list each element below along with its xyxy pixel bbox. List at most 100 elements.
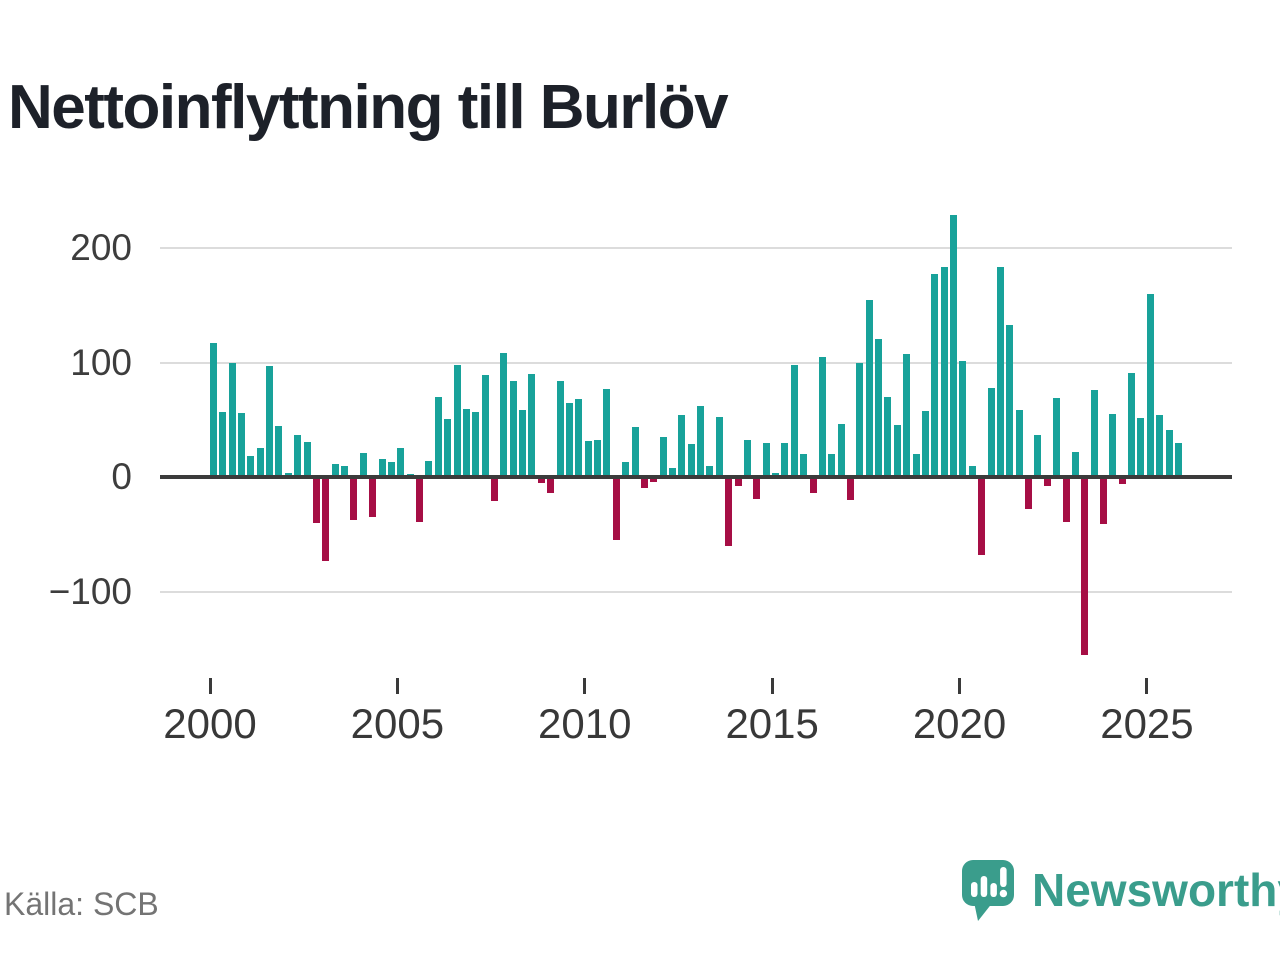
bar — [416, 477, 424, 522]
bar — [500, 352, 508, 478]
bar — [734, 477, 742, 487]
x-axis-label: 2010 — [538, 700, 632, 747]
y-axis-label: 0 — [111, 456, 132, 498]
bar — [612, 477, 620, 541]
bar — [209, 343, 217, 478]
bar — [565, 402, 573, 478]
gridline — [160, 247, 1232, 250]
bar — [875, 338, 883, 478]
x-axis-tick — [958, 678, 962, 694]
bar — [359, 453, 367, 478]
bar — [725, 477, 733, 546]
bar — [1165, 430, 1173, 478]
bar — [706, 465, 714, 478]
bar — [772, 472, 780, 478]
bar — [1128, 373, 1136, 478]
bar — [322, 477, 330, 561]
bar — [828, 454, 836, 478]
bar — [650, 477, 658, 482]
bar — [912, 454, 920, 478]
bar — [537, 477, 545, 484]
bar — [968, 465, 976, 478]
bar — [284, 472, 292, 478]
bar — [631, 426, 639, 478]
bar — [1071, 452, 1079, 478]
bar — [350, 477, 358, 520]
bar — [444, 418, 452, 478]
bar — [481, 375, 489, 478]
bar — [940, 266, 948, 478]
x-axis-tick — [583, 678, 587, 694]
x-axis-tick — [1145, 678, 1149, 694]
bar — [1174, 442, 1182, 478]
bar — [921, 410, 929, 478]
bar — [847, 477, 855, 501]
bar — [818, 357, 826, 478]
bar — [1156, 415, 1164, 478]
bar — [247, 455, 255, 478]
newsworthy-logo: Newsworthy — [960, 858, 1280, 924]
bar — [341, 465, 349, 478]
bar — [462, 408, 470, 478]
bar — [266, 366, 274, 478]
x-axis-label: 2000 — [163, 700, 257, 747]
bar — [594, 439, 602, 478]
page-title: Nettoinflyttning till Burlöv — [8, 72, 729, 142]
bar — [238, 413, 245, 478]
bar — [781, 442, 789, 478]
bar — [800, 454, 808, 478]
bar — [294, 434, 302, 478]
bar — [1006, 325, 1014, 478]
bar — [434, 397, 442, 478]
bar — [1034, 434, 1042, 478]
bar — [575, 399, 583, 478]
bar — [453, 365, 461, 478]
bar — [950, 215, 958, 478]
bar — [331, 463, 339, 478]
bar — [425, 461, 433, 478]
bar — [762, 442, 770, 478]
bar — [397, 447, 405, 478]
bar — [472, 412, 480, 478]
gridline — [160, 361, 1232, 364]
bar — [256, 447, 264, 478]
brand-name: Newsworthy — [1032, 864, 1280, 916]
bar — [790, 365, 798, 478]
bar — [1043, 477, 1051, 487]
bar — [659, 437, 667, 478]
bar — [312, 477, 320, 524]
bar — [490, 477, 498, 502]
bar — [931, 273, 939, 478]
bar — [547, 477, 555, 494]
y-axis-label: 200 — [70, 227, 132, 269]
bar — [903, 353, 911, 478]
bar — [528, 374, 536, 478]
bar — [959, 360, 967, 478]
gridline — [160, 590, 1232, 593]
bar — [687, 444, 695, 478]
bar — [378, 458, 386, 478]
zero-axis-line — [160, 475, 1232, 480]
bar — [1025, 477, 1033, 510]
speech-bubble-bar-chart-icon — [962, 860, 1014, 921]
y-axis-label: 100 — [70, 341, 132, 383]
bar — [978, 477, 986, 556]
bar — [1146, 294, 1154, 478]
x-axis-tick — [395, 678, 399, 694]
bar — [519, 409, 527, 478]
bar — [884, 397, 892, 478]
bar — [219, 412, 227, 478]
bar — [509, 381, 517, 478]
bar — [715, 416, 723, 478]
bar — [743, 439, 751, 478]
bar — [996, 266, 1004, 478]
bar — [1137, 417, 1145, 478]
bar — [697, 406, 705, 478]
bar — [1099, 477, 1107, 525]
bar — [387, 462, 395, 478]
bar — [1118, 477, 1126, 485]
bar — [1015, 409, 1023, 478]
bar — [865, 299, 873, 478]
x-axis-tick — [770, 678, 774, 694]
